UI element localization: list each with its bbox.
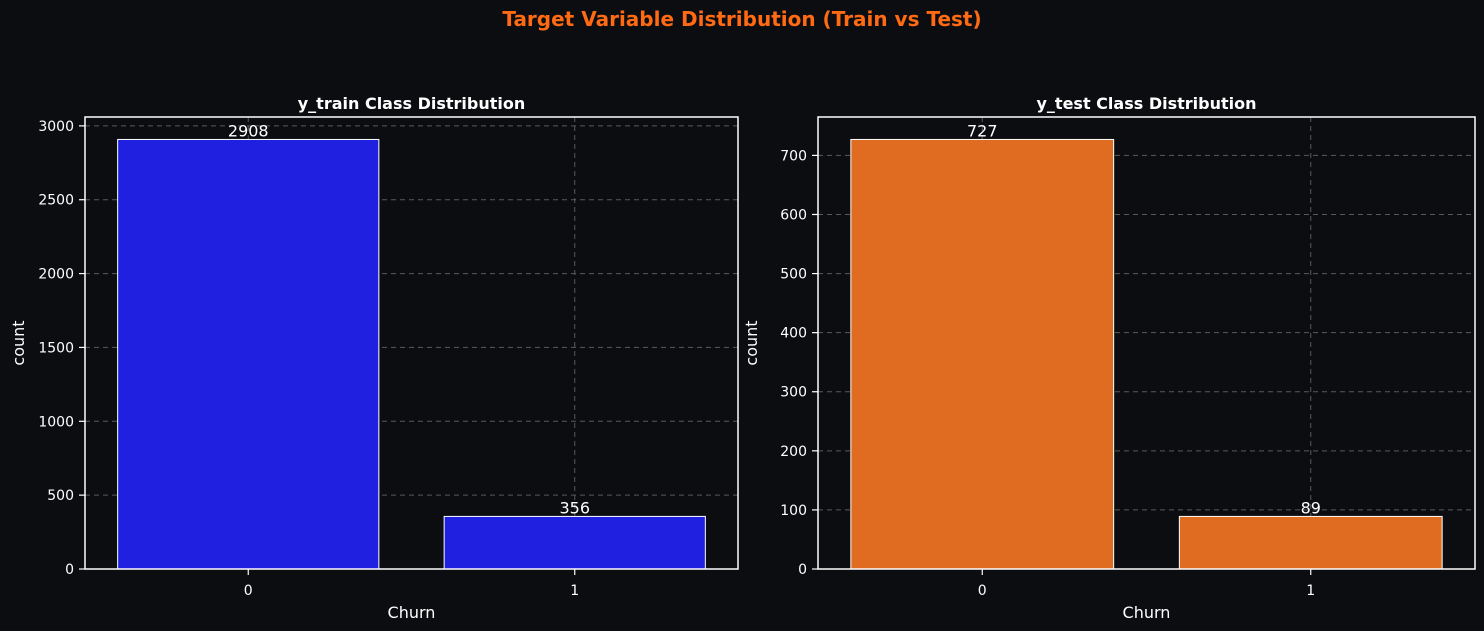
test-bars	[850, 138, 1443, 570]
train-y-axis-label: count	[9, 320, 28, 365]
test-x-axis-label: Churn	[1123, 603, 1171, 622]
test-chart: 727 89 0 100 200 300 400 500 600 700 0 1 y_test Cl…	[742, 94, 1476, 622]
test-y-tick-label: 200	[780, 444, 807, 460]
train-y-tick-label: 500	[47, 488, 74, 504]
figure-suptitle: Target Variable Distribution (Train vs T…	[502, 7, 981, 31]
train-x-tick-label: 0	[244, 583, 253, 599]
test-y-tick-label: 600	[780, 207, 807, 223]
train-bar-value-label: 356	[559, 498, 590, 517]
train-bars	[117, 138, 706, 570]
train-y-tick-label: 0	[65, 562, 74, 578]
train-chart-title: y_train Class Distribution	[298, 94, 526, 113]
train-y-tick-label: 2500	[38, 193, 74, 209]
test-y-tick-label: 0	[798, 562, 807, 578]
test-bar-1	[1178, 515, 1443, 570]
test-axes-frame	[817, 116, 1476, 570]
test-bar-0	[850, 138, 1115, 570]
train-x-axis-label: Churn	[388, 603, 436, 622]
train-x-tick-label: 1	[570, 583, 579, 599]
train-y-tick-label: 3000	[38, 119, 74, 135]
test-bar-value-label: 89	[1301, 498, 1321, 517]
test-y-tick-label: 500	[780, 267, 807, 283]
test-y-tick-label: 400	[780, 326, 807, 342]
train-data-labels: 2908 356	[228, 121, 590, 517]
train-bar-0	[117, 138, 380, 570]
test-y-tick-label: 700	[780, 148, 807, 164]
test-data-labels: 727 89	[967, 121, 1321, 517]
train-ticks: 0 500 1000 1500 2000 2500 3000 0 1	[38, 119, 579, 599]
train-y-tick-label: 2000	[38, 267, 74, 283]
train-bar-value-label: 2908	[228, 121, 269, 140]
test-x-tick-label: 1	[1306, 583, 1315, 599]
train-y-tick-label: 1000	[38, 414, 74, 430]
test-y-tick-label: 100	[780, 503, 807, 519]
test-bar-value-label: 727	[967, 121, 998, 140]
train-chart: 2908 356 0 500 1000 1500 2000 2500 3000 0 1 y_tra…	[9, 94, 739, 622]
test-chart-title: y_test Class Distribution	[1037, 94, 1257, 113]
test-y-axis-label: count	[742, 320, 761, 365]
train-y-tick-label: 1500	[38, 340, 74, 356]
test-x-tick-label: 0	[978, 583, 987, 599]
train-axes-frame	[84, 116, 739, 570]
train-bar-1	[443, 515, 706, 570]
test-y-tick-label: 300	[780, 385, 807, 401]
test-ticks: 0 100 200 300 400 500 600 700 0 1	[780, 148, 1315, 599]
